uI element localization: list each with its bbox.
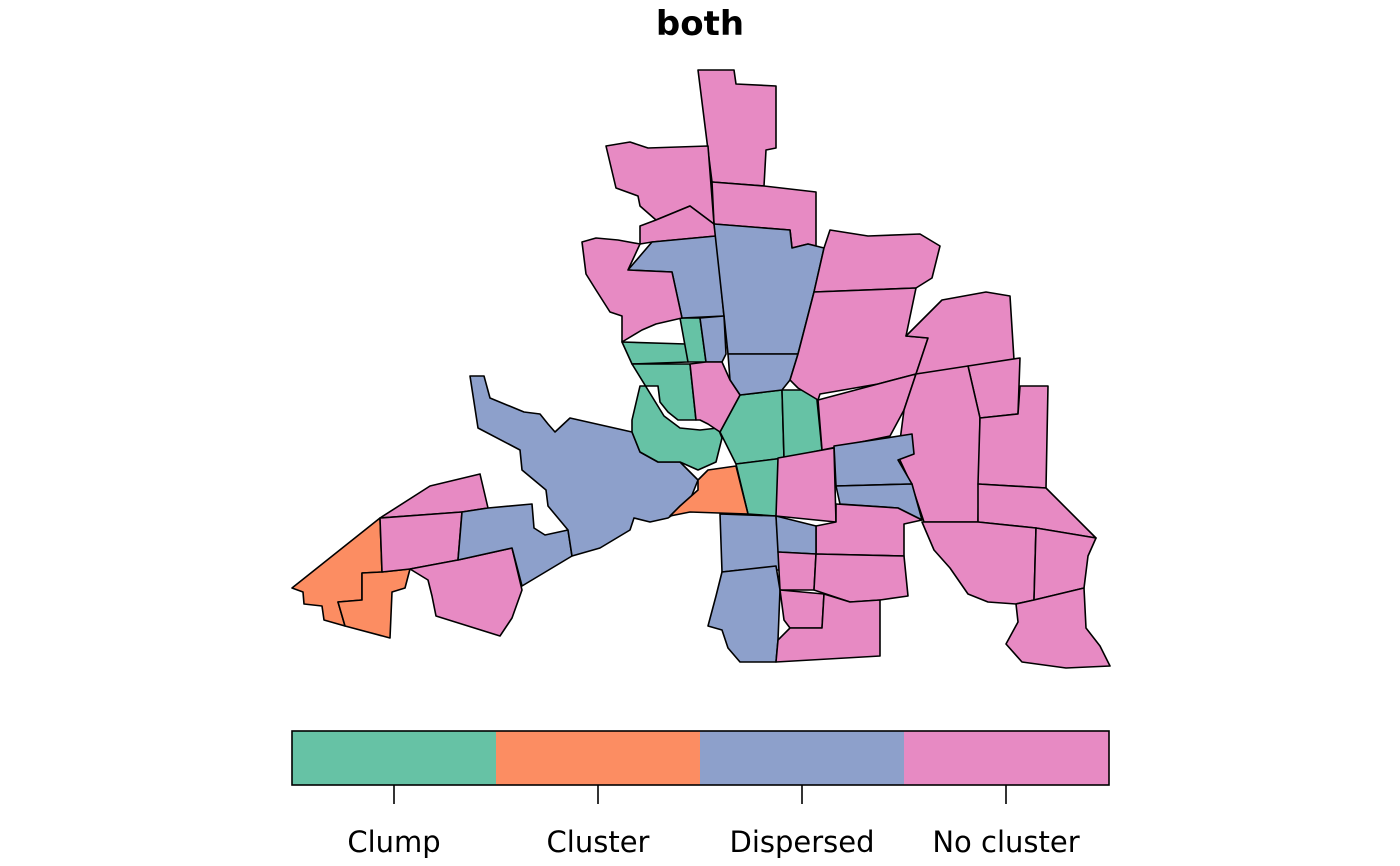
map-region bbox=[581, 237, 683, 343]
legend-frame bbox=[291, 730, 1110, 786]
map-region bbox=[813, 229, 941, 293]
map-region bbox=[719, 513, 781, 573]
map-regions bbox=[291, 69, 1111, 669]
map-region bbox=[775, 447, 837, 523]
map-region bbox=[789, 287, 929, 401]
map-region bbox=[669, 465, 749, 517]
map-region bbox=[1033, 527, 1097, 601]
map-region bbox=[775, 515, 817, 555]
map-region bbox=[689, 361, 741, 433]
legend-swatch-dispersed bbox=[700, 731, 904, 785]
map-region bbox=[707, 565, 781, 663]
map-region bbox=[337, 568, 411, 639]
legend-swatch-clump bbox=[292, 731, 496, 785]
map-region bbox=[777, 551, 817, 591]
map-region bbox=[781, 389, 823, 459]
legend-label-cluster: Cluster bbox=[546, 825, 650, 859]
legend bbox=[291, 730, 1110, 804]
map-region bbox=[699, 315, 727, 363]
legend-label-no-cluster: No cluster bbox=[932, 825, 1080, 859]
map-region bbox=[631, 363, 723, 471]
map-region bbox=[727, 353, 799, 396]
map-region bbox=[621, 341, 689, 365]
legend-label-clump: Clump bbox=[347, 825, 441, 859]
map-region bbox=[779, 589, 825, 629]
legend-swatch-no-cluster bbox=[904, 731, 1109, 785]
map-region bbox=[921, 521, 1037, 605]
legend-label-dispersed: Dispersed bbox=[729, 825, 875, 859]
map-region bbox=[1005, 587, 1111, 669]
legend-swatch-cluster bbox=[496, 731, 700, 785]
map-region bbox=[775, 593, 881, 663]
map-title: both bbox=[655, 4, 745, 44]
